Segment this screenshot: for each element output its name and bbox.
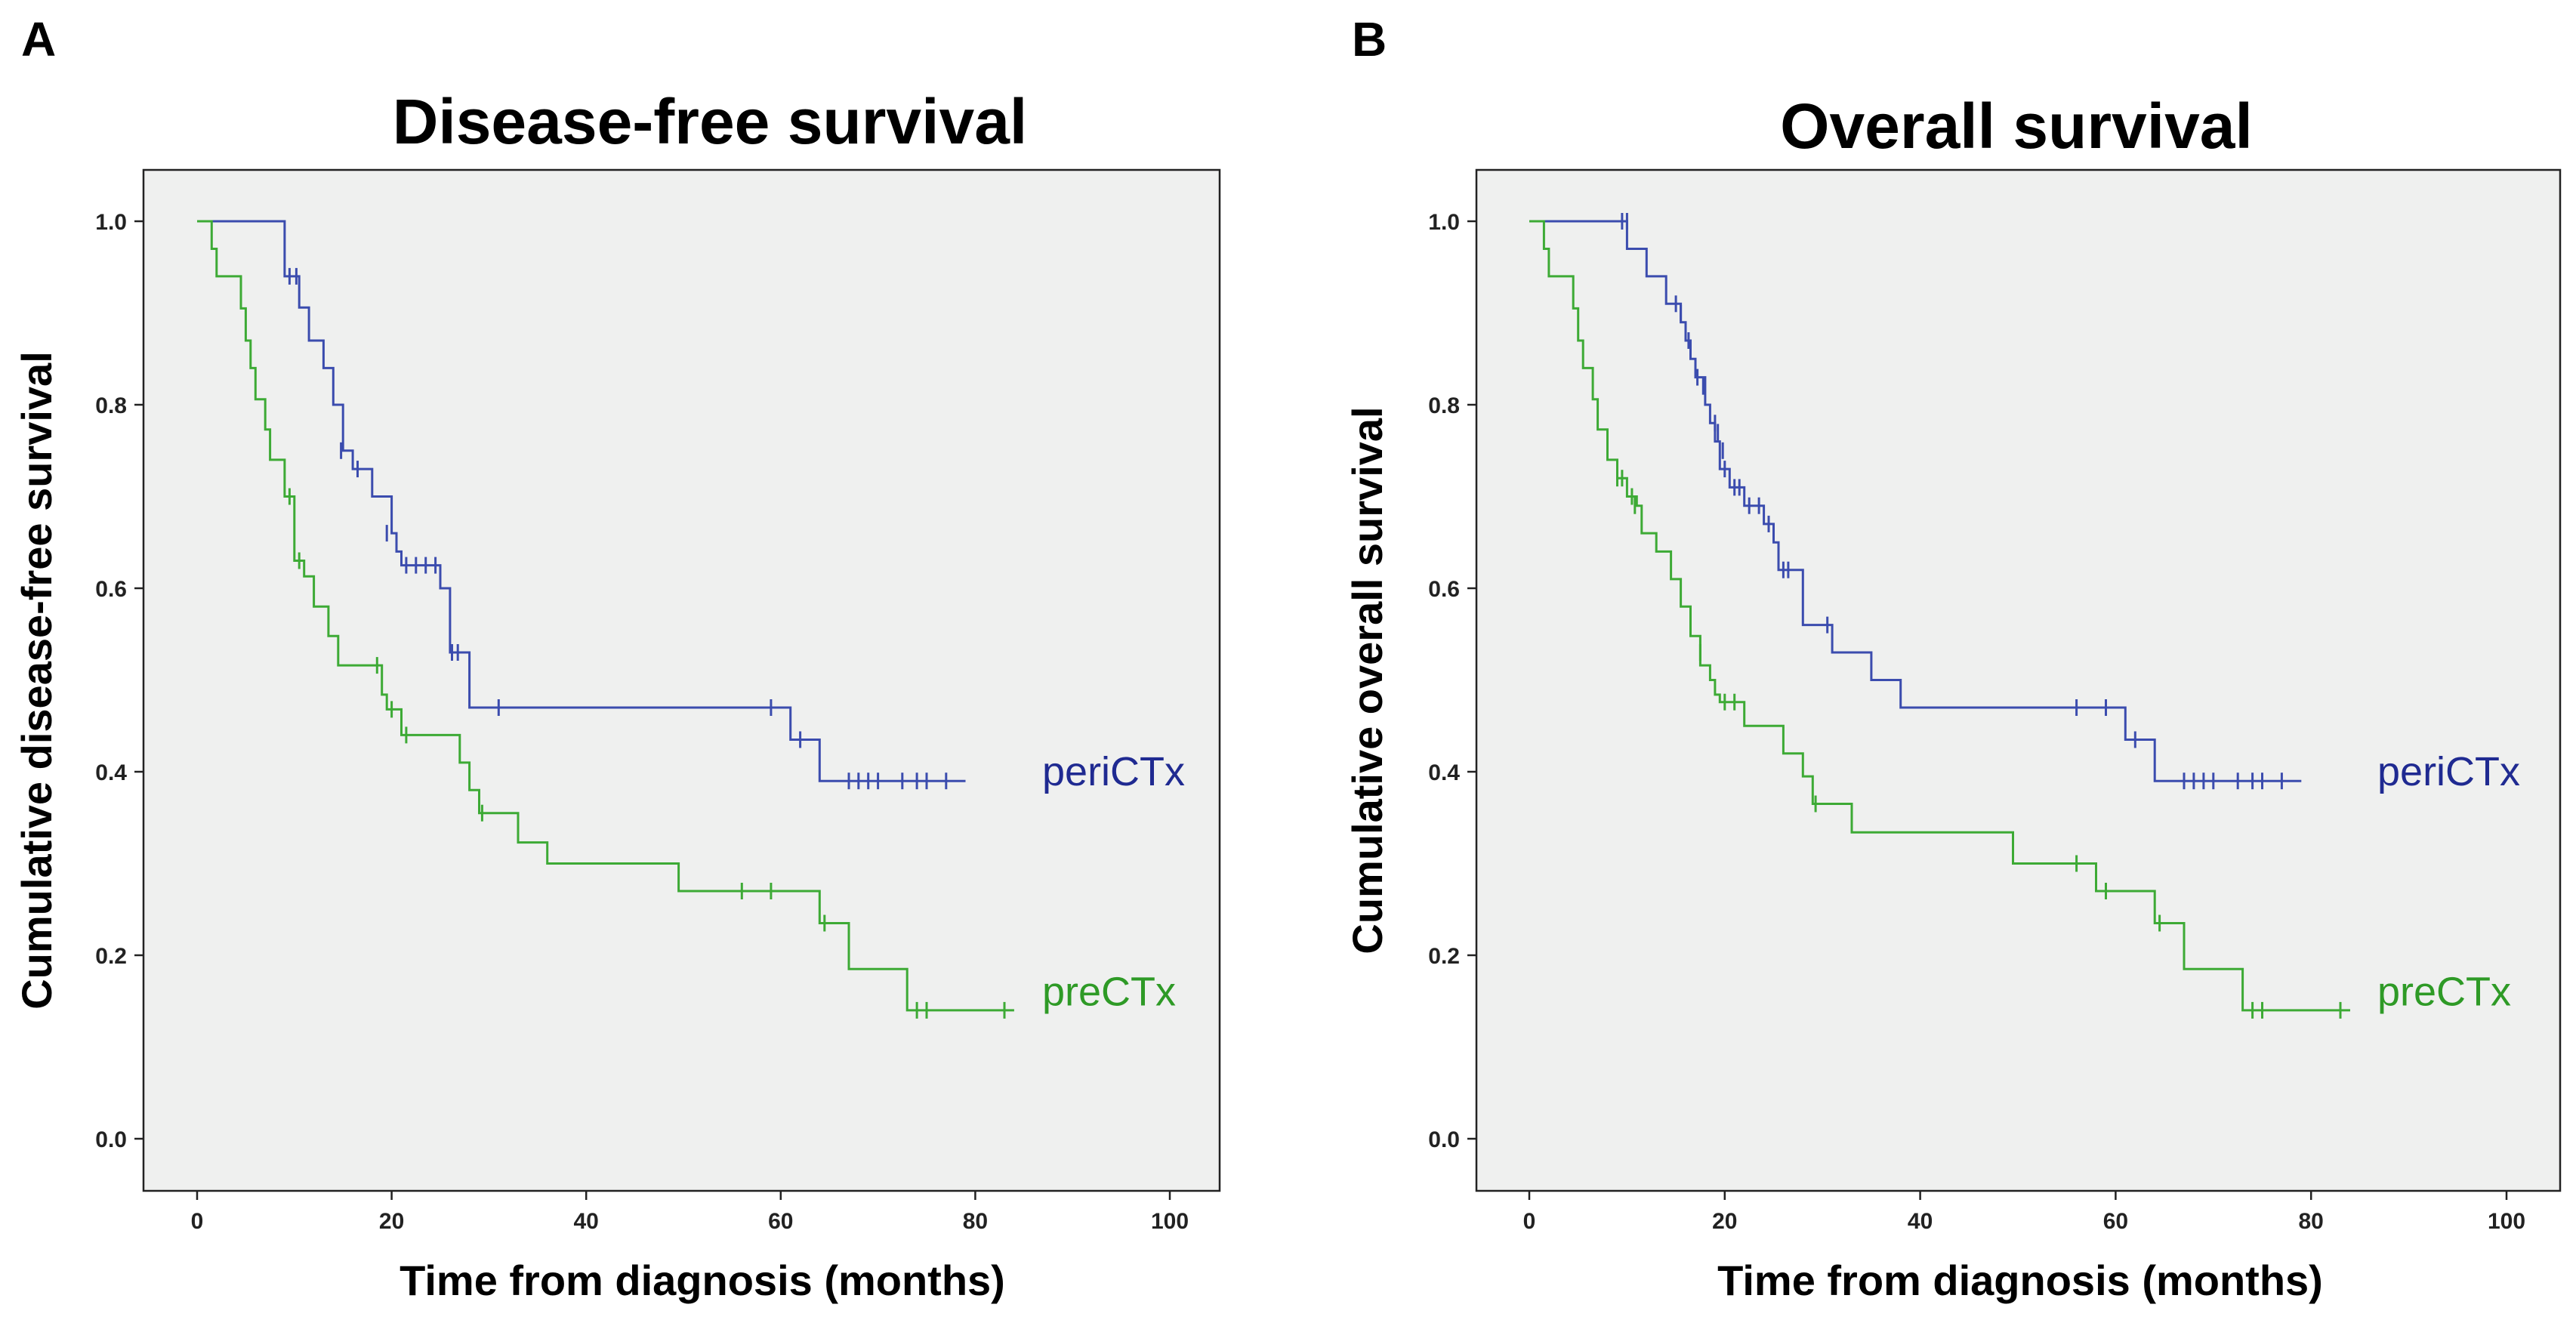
panel-b-plot-area (1475, 168, 2562, 1192)
panel-b-y-tick-label: 0.8 (1428, 393, 1460, 418)
panel-a-x-ticks: 0 20 40 60 80 100 (191, 1191, 1189, 1234)
panel-a-letter: A (21, 12, 56, 66)
panel-a-x-tick-label: 80 (963, 1209, 988, 1234)
panel-a-x-tick-label: 20 (379, 1209, 404, 1234)
panel-a-series-layer: periCTx preCTx (197, 220, 1185, 1019)
panel-a-x-tick-label: 100 (1151, 1209, 1189, 1234)
panel-b-x-tick-label: 40 (1908, 1209, 1933, 1234)
panel-b-y-tick-label: 1.0 (1428, 210, 1460, 235)
panel-b-y-ticks: 0.0 0.2 0.4 0.6 0.8 1.0 (1428, 210, 1476, 1152)
panel-a-y-tick-label: 0.8 (95, 393, 127, 418)
panel-a-y-tick-label: 0.6 (95, 577, 127, 602)
panel-b-y-tick-label: 0.0 (1428, 1127, 1460, 1152)
panel-a-y-tick-label: 0.2 (95, 944, 127, 969)
panel-a-x-axis-label: Time from diagnosis (months) (400, 1257, 1005, 1304)
panel-b-x-tick-label: 0 (1523, 1209, 1536, 1234)
panel-a-y-tick-label: 1.0 (95, 210, 127, 235)
panel-b-y-axis-label: Cumulative overall survival (1344, 406, 1391, 954)
panel-a-y-axis-label: Cumulative disease-free survival (13, 351, 60, 1010)
panel-b: B Overall survival 0.0 0.2 0.4 0.6 0.8 1… (1344, 12, 2562, 1304)
panel-b-prectx-label: preCTx (2377, 970, 2511, 1015)
panel-b-prectx-curve (1529, 220, 2350, 1012)
panel-a-title: Disease-free survival (393, 86, 1028, 157)
panel-b-letter: B (1352, 12, 1387, 66)
panel-b-title: Overall survival (1780, 91, 2253, 162)
panel-a-plot-area (142, 168, 1221, 1192)
panel-a-perictx-label: periCTx (1042, 749, 1185, 794)
panel-a-y-tick-label: 0.4 (95, 760, 127, 785)
panel-b-x-axis-label: Time from diagnosis (months) (1717, 1257, 2323, 1304)
panel-b-x-tick-label: 60 (2103, 1209, 2128, 1234)
panel-b-x-tick-label: 80 (2299, 1209, 2324, 1234)
panel-b-x-ticks: 0 20 40 60 80 100 (1523, 1191, 2525, 1234)
panel-b-x-tick-label: 100 (2488, 1209, 2525, 1234)
panel-b-series-layer: periCTx preCTx (1529, 213, 2520, 1019)
panel-b-perictx-label: periCTx (2377, 749, 2520, 794)
panel-b-y-tick-label: 0.4 (1428, 760, 1460, 785)
panel-a-y-tick-label: 0.0 (95, 1127, 127, 1152)
panel-b-x-tick-label: 20 (1712, 1209, 1737, 1234)
panel-a-prectx-label: preCTx (1042, 970, 1176, 1015)
panel-a: A Disease-free survival 0.0 0.2 0.4 0.6 … (13, 12, 1221, 1304)
panel-a-perictx-curve (197, 220, 966, 782)
panel-a-x-tick-label: 40 (574, 1209, 599, 1234)
panel-a-x-tick-label: 0 (191, 1209, 204, 1234)
panel-a-prectx-curve (197, 220, 1014, 1012)
panel-b-y-tick-label: 0.6 (1428, 577, 1460, 602)
panel-a-y-ticks: 0.0 0.2 0.4 0.6 0.8 1.0 (95, 210, 143, 1152)
panel-b-y-tick-label: 0.2 (1428, 944, 1460, 969)
panel-a-x-tick-label: 60 (768, 1209, 793, 1234)
